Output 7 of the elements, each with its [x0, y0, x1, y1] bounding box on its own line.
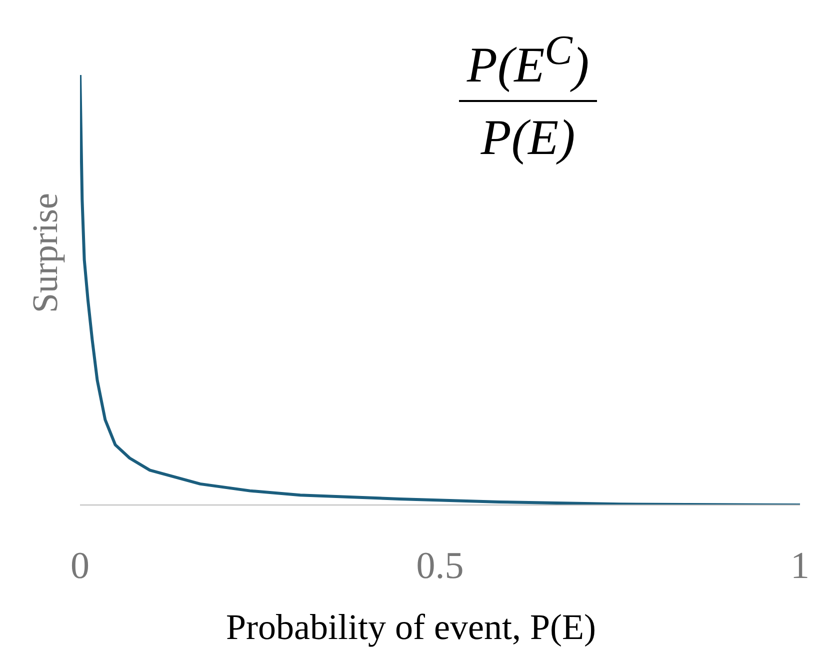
- y-axis-title: Surprise: [24, 193, 66, 313]
- annotation: P(E$^{C}$): [458, 16, 598, 102]
- x-tick-label: 0: [70, 544, 90, 587]
- annotation: P(E): [480, 108, 576, 167]
- x-axis-title: Probability of event, P(E): [225, 606, 597, 648]
- x-tick-label: 0.5: [416, 544, 464, 587]
- x-tick-label: 1: [790, 544, 810, 587]
